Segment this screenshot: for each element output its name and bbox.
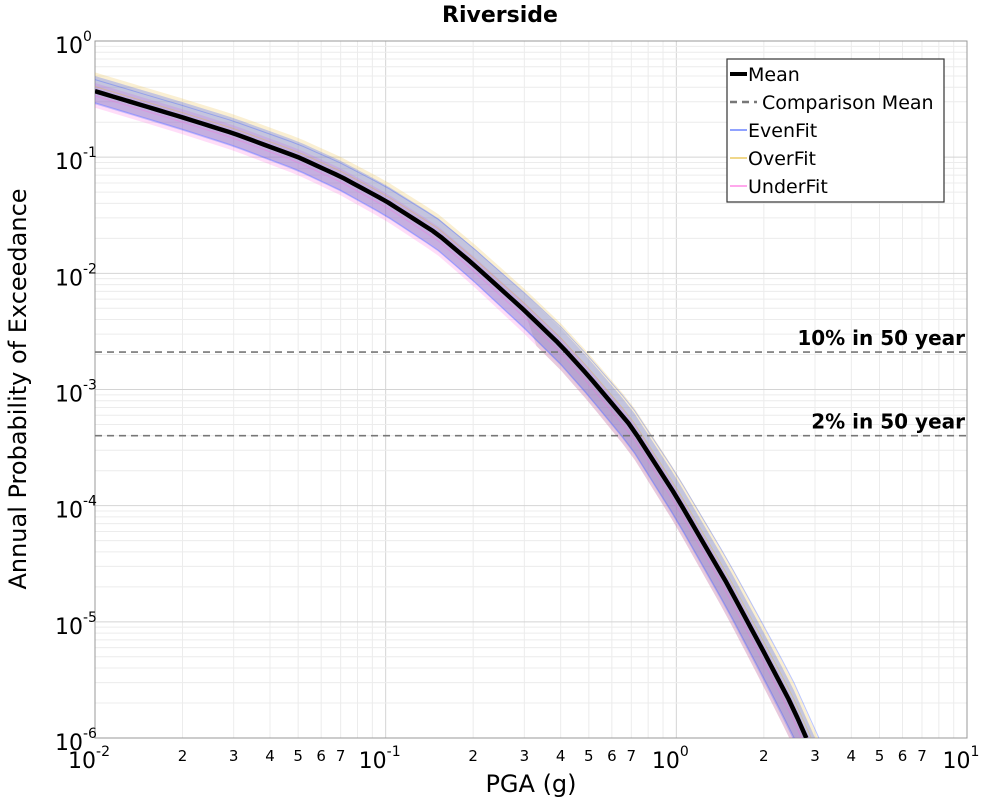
underfit-band xyxy=(95,83,810,738)
ensemble-line xyxy=(95,86,812,738)
ensemble-band xyxy=(95,91,806,738)
x-major-tick-label: 100 xyxy=(652,744,689,774)
ensemble-line xyxy=(95,102,795,738)
x-minor-tick-label: 5 xyxy=(293,747,303,765)
x-minor-tick-label: 4 xyxy=(847,747,857,765)
x-minor-tick-label: 5 xyxy=(584,747,594,765)
chart-title: Riverside xyxy=(442,3,558,28)
y-major-tick-label: 10-5 xyxy=(55,610,97,640)
x-minor-tick-label: 4 xyxy=(556,747,566,765)
x-minor-tick-label: 6 xyxy=(316,747,326,765)
x-minor-tick-label: 6 xyxy=(898,747,908,765)
ensemble-line xyxy=(95,95,802,738)
x-minor-tick-label: 5 xyxy=(875,747,885,765)
legend: Mean Comparison Mean EvenFit OverFit UnderFi… xyxy=(726,58,945,203)
x-minor-tick-label: 2 xyxy=(759,747,769,765)
ensemble-line xyxy=(95,79,820,738)
x-minor-tick-label: 3 xyxy=(229,747,239,765)
x-minor-tick-label: 4 xyxy=(265,747,275,765)
legend-entry-label: Comparison Mean xyxy=(762,92,934,114)
legend-box xyxy=(726,58,945,203)
y-major-tick-label: 10-3 xyxy=(55,378,97,408)
y-tick-labels: 100 10-1 10-2 10-3 10-4 10-5 10-6 xyxy=(55,29,97,756)
fit-bands xyxy=(95,72,820,738)
x-major-tick-label: 101 xyxy=(943,744,980,774)
grid xyxy=(94,41,967,739)
x-minor-tick-label: 3 xyxy=(520,747,530,765)
x-minor-tick-label: 7 xyxy=(627,747,637,765)
legend-entry-label: OverFit xyxy=(748,148,816,170)
x-minor-tick-label: 6 xyxy=(607,747,617,765)
x-axis-label: PGA (g) xyxy=(485,770,576,798)
reference-line-label: 2% in 50 year xyxy=(811,410,965,434)
x-minor-tick-label: 3 xyxy=(810,747,820,765)
y-major-tick-label: 10-6 xyxy=(55,726,97,756)
legend-entry-label: Mean xyxy=(748,64,800,86)
x-major-tick-label: 10-1 xyxy=(359,744,401,774)
plot-frame xyxy=(94,40,968,739)
mean-lines xyxy=(95,89,809,738)
mean-line xyxy=(95,89,809,738)
reference-line-label: 10% in 50 year xyxy=(797,326,965,350)
y-major-tick-label: 10-1 xyxy=(55,145,97,175)
x-minor-tick-label: 7 xyxy=(917,747,927,765)
x-minor-tick-label: 2 xyxy=(468,747,478,765)
legend-entry-label: EvenFit xyxy=(748,120,817,142)
comparison-mean-line xyxy=(95,90,808,738)
reference-lines: 10% in 50 year 2% in 50 year xyxy=(95,326,967,437)
y-major-tick-label: 10-2 xyxy=(55,261,97,291)
legend-entry-label: UnderFit xyxy=(748,176,828,198)
x-major-tick-label: 10-2 xyxy=(68,744,110,774)
y-major-tick-label: 10-4 xyxy=(55,494,97,524)
x-minor-tick-label: 7 xyxy=(336,747,346,765)
y-major-tick-label: 100 xyxy=(55,29,92,59)
evenfit-band xyxy=(95,75,816,738)
y-axis-label: Annual Probability of Exceedance xyxy=(4,188,32,589)
x-minor-tick-label: 2 xyxy=(178,747,188,765)
